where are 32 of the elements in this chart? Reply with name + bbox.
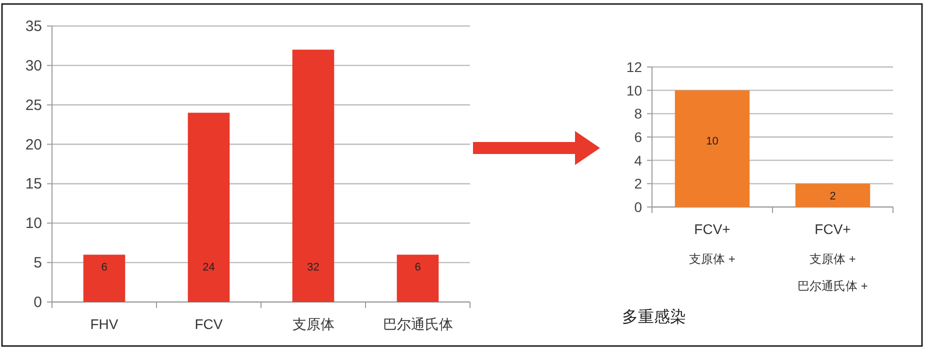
y-tick-label: 10 [25,215,42,232]
y-tick-label: 20 [25,136,42,154]
data-label: 10 [706,136,718,148]
data-label: 6 [414,261,421,274]
y-tick-label: 6 [634,129,642,145]
bar [292,50,334,302]
y-tick-label: 15 [25,176,42,193]
y-tick-label: 25 [25,96,42,114]
y-tick-label: 30 [25,57,42,74]
x-tick-label: 巴尔通氏体 [382,316,453,332]
data-label: 6 [101,261,108,274]
data-label: 24 [202,261,215,274]
data-label: 32 [307,261,320,274]
y-tick-label: 8 [634,106,642,122]
x-tick-label: FCV+ 支原体 + 巴尔通氏体 + [798,221,868,293]
bar [396,254,439,302]
x-tick-label: FHV [90,316,119,332]
y-tick-label: 12 [626,59,642,75]
bar [83,254,126,302]
bar [188,112,230,302]
x-tick-label: FCV [194,316,224,332]
data-label: 2 [830,190,836,202]
y-tick-label: 35 [25,18,42,35]
text: 多重感染 [622,308,686,326]
y-tick-label: 10 [626,82,642,98]
y-tick-label: 0 [634,199,642,215]
y-tick-label: 0 [34,294,42,311]
y-tick-label: 4 [634,152,642,168]
x-tick-label: 支原体 [292,316,334,332]
x-tick-label: FCV+ 支原体 + [689,221,736,266]
y-tick-label: 2 [634,176,642,192]
y-tick-label: 5 [34,254,42,272]
